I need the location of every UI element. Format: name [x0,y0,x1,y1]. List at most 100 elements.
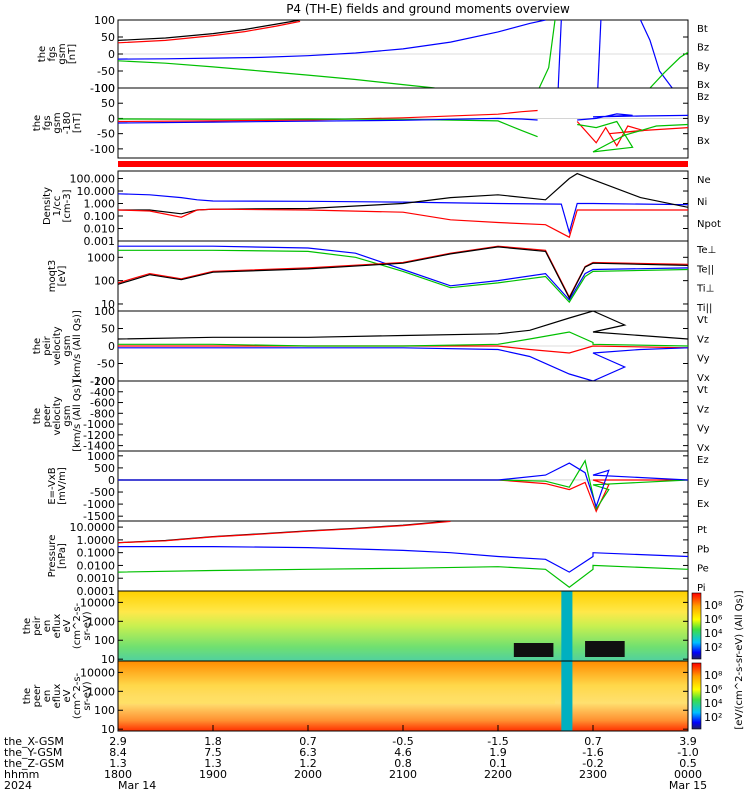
y-axis-label: the [32,338,43,354]
y-axis-label: gsm [52,112,63,133]
legend-Ne: Ne [697,175,711,186]
y-axis-label: velocity [52,396,63,435]
y-tick-label: 50 [101,323,115,336]
y-tick-label: 100 [94,634,115,647]
y-tick-label: 1000 [87,615,115,628]
y-tick-label: 1.0000 [77,534,116,547]
y-tick-label: 10 [101,653,115,666]
y-axis-label: the [37,46,48,62]
x-row-label: hhmm [4,768,39,781]
y-tick-label: 0.100 [84,210,116,223]
legend-Vt: Vt [697,385,708,396]
y-axis-label: -180 [62,112,73,135]
legend-Pe: Pe [697,564,709,575]
y-axis-label: 1/cc [52,196,63,217]
x-tick-label: 2100 [389,768,417,781]
y-tick-label: 10000 [80,666,115,679]
colorbar-tick: 10² [704,641,722,654]
y-axis-label: eV [62,619,73,632]
y-tick-label: -500 [90,486,115,499]
y-axis-label: the [22,618,33,634]
y-tick-label: 10.000 [77,185,116,198]
y-tick-label: 1.000 [84,198,116,211]
legend-Ez: Ez [697,455,709,466]
y-tick-label: 0 [108,340,115,353]
series-Npot [118,193,688,235]
legend-Te⊥: Te⊥ [696,245,716,256]
series-Vx [118,347,688,381]
panel-6: -200-400-600-800-1000-1200-1400 the peer ve… [32,375,710,454]
y-axis-label: [cm-3] [62,189,73,222]
y-axis-label: en [42,620,53,633]
legend-Vt: Vt [697,315,708,326]
y-tick-label: 100.000 [70,173,116,186]
legend-Ti⊥: Ti⊥ [696,284,714,295]
legend-Te||: Te|| [696,264,714,275]
panel-2: 100 50 0 -50 -100 the fgs gsm -180 [nT] Bz By Bx [32,82,710,159]
legend-Bz: Bz [697,43,709,54]
y-axis-label: peer [32,684,43,708]
series-Ne [118,208,688,239]
y-tick-label: 1000 [87,685,115,698]
legend-Vx: Vx [697,373,710,384]
y-tick-label: 1000 [87,450,115,463]
y-axis-label: (cm^2-s- [72,602,83,649]
panel-frame [117,450,689,522]
y-tick-label: -100 [90,375,115,388]
panel-10: 10000 1000 100 10 the peer en eflux eV (cm^2-s-sr… [22,660,689,736]
x-tick-label: 1900 [199,768,227,781]
x-tick-label: -1.0 [677,746,698,759]
colorbar-tick: 10⁸ [704,669,723,682]
colorbar-label: [eV/(cm^2-s-sr-eV) (All Qs)] [734,590,745,729]
x-tick-label: 1.3 [204,757,222,770]
series-Ti|| [118,249,688,304]
panel-frame [117,240,689,312]
y-tick-label: -1200 [83,429,115,442]
y-tick-label: 50 [101,97,115,110]
y-axis-label: [mV/m] [57,467,68,505]
x-tick-label: -1.6 [582,746,603,759]
series-Bx [577,113,688,121]
y-tick-label: 100 [94,275,115,288]
figure-title: P4 (TH-E) fields and ground moments over… [286,2,570,16]
x-tick-label: 3.9 [679,735,697,748]
series-Bz [576,121,688,147]
panel-frame [117,380,689,452]
heatmap-9 [118,591,688,661]
x-tick-label: -1.5 [487,735,508,748]
series-Bx [597,20,602,88]
x-row-label: the_X-GSM [4,735,64,748]
series-By [118,60,435,88]
y-tick-label: 0.0001 [77,585,116,598]
x-tick-label: 8.4 [109,746,127,759]
y-axis-label: velocity [52,326,63,365]
x-tick-label: 1.8 [204,735,222,748]
x-tick-label: 1.2 [299,757,317,770]
x-tick-label: 2000 [294,768,322,781]
y-tick-label: 1000 [87,251,115,264]
legend-Ey: Ey [697,477,709,488]
x-tick-label: -0.5 [392,735,413,748]
legend-Pi: Pi [697,583,706,594]
y-axis-label: gsm [57,43,68,64]
series-Pb [118,521,451,544]
panel-frame [117,170,689,242]
x-row-label: 2024 [4,779,32,792]
y-axis-label: Density [42,187,53,225]
y-tick-label: 10000 [80,596,115,609]
y-axis-label: fgs [47,46,58,61]
y-axis-label: Pressure [47,535,58,578]
panel-5: 100 50 0 -50 -100 the peir velocity gsm [km/s (Al… [32,305,710,388]
x-tick-label: 2200 [484,768,512,781]
y-axis-label: gsm [62,335,73,356]
panel-9: 10000 1000 100 10 the peir en eflux eV (cm^2-s-sr… [22,590,689,666]
y-tick-label: 500 [94,462,115,475]
series-Bx [557,20,562,88]
series-By [649,51,688,88]
legend-Ti||: Ti|| [696,303,712,314]
y-tick-label: -50 [97,358,115,371]
y-tick-label: -800 [90,407,115,420]
y-tick-label: 0 [108,48,115,61]
